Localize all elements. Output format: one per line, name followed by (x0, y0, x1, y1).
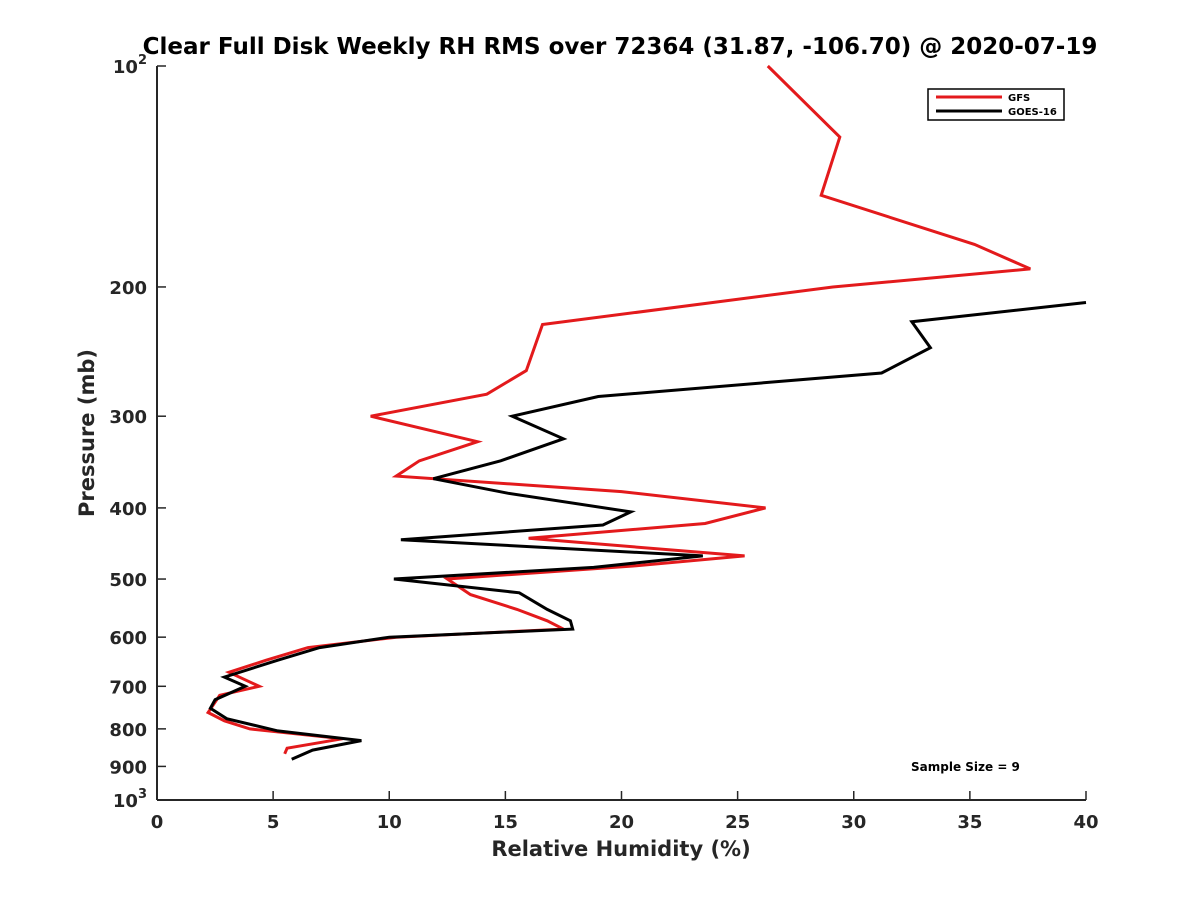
y-axis-label: Pressure (mb) (75, 349, 99, 517)
y-tick-label: 500 (109, 570, 147, 591)
y-tick-label: 400 (109, 499, 147, 520)
x-tick-label: 40 (1073, 812, 1098, 833)
x-tick-label: 0 (151, 812, 164, 833)
y-tick-label: 103 (113, 787, 147, 812)
x-tick-label: 30 (841, 812, 866, 833)
y-tick-label: 600 (109, 628, 147, 649)
legend-label-gfs: GFS (1008, 93, 1030, 104)
sample-size-annotation: Sample Size = 9 (911, 760, 1020, 774)
series-lines (205, 64, 1087, 761)
legend-box (927, 88, 1065, 121)
y-tick-label: 300 (109, 407, 147, 428)
x-tick-label: 25 (725, 812, 750, 833)
x-tick-label: 35 (957, 812, 982, 833)
x-tick-label: 5 (267, 812, 280, 833)
legend: GFS GOES-16 (927, 88, 1065, 121)
x-tick-label: 20 (609, 812, 634, 833)
series-line-goes16 (208, 301, 1087, 761)
x-tick-label: 10 (377, 812, 402, 833)
y-tick-label: 800 (109, 720, 147, 741)
y-tick-label: 700 (109, 677, 147, 698)
y-tick-label: 102 (113, 53, 147, 78)
x-tick-label: 15 (493, 812, 518, 833)
chart-title: Clear Full Disk Weekly RH RMS over 72364… (143, 34, 1098, 60)
y-tick-label: 200 (109, 278, 147, 299)
x-ticks: 0 5 10 15 20 25 30 35 40 (151, 791, 1099, 833)
x-axis-label: Relative Humidity (%) (491, 837, 750, 861)
y-tick-label: 900 (109, 757, 147, 778)
legend-label-goes16: GOES-16 (1008, 107, 1057, 118)
y-ticks: 102 200 300 400 500 600 700 800 900 103 (109, 53, 166, 812)
